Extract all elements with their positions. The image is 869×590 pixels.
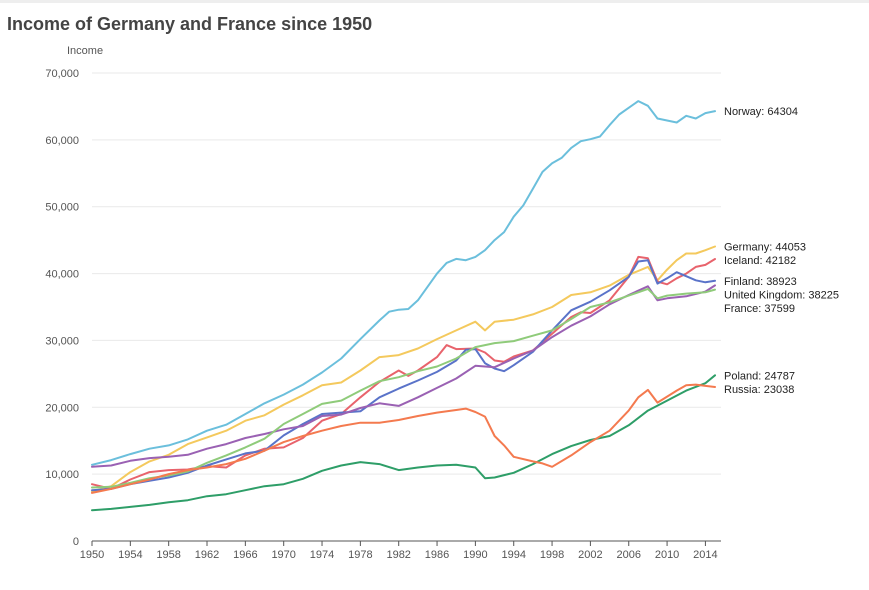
x-tick-label: 2006 <box>616 549 640 561</box>
end-label-united-kingdom: United Kingdom: 38225 <box>724 289 839 301</box>
x-tick-label: 1990 <box>463 549 487 561</box>
series-lines <box>91 100 716 512</box>
y-axis: 0 10,000 20,000 30,000 40,000 50,000 60,000 70,… <box>45 68 79 548</box>
y-tick-label: 10,000 <box>45 469 79 481</box>
top-border <box>0 0 869 3</box>
end-label-germany: Germany: 44053 <box>724 241 806 253</box>
x-tick-label: 1966 <box>233 549 257 561</box>
y-tick-label: 0 <box>73 536 79 548</box>
end-label-iceland: Iceland: 42182 <box>724 255 796 267</box>
series-line-france <box>91 287 716 489</box>
x-tick-label: 1954 <box>118 549 142 561</box>
x-tick-label: 1962 <box>195 549 219 561</box>
y-tick-label: 30,000 <box>45 335 79 347</box>
series-line-russia <box>91 383 716 494</box>
x-tick-label: 2002 <box>578 549 602 561</box>
y-axis-label: Income <box>67 45 103 57</box>
y-tick-label: 20,000 <box>45 402 79 414</box>
end-label-norway: Norway: 64304 <box>724 106 798 118</box>
x-tick-label: 1970 <box>271 549 295 561</box>
x-axis: 1950 1954 1958 1962 1966 1970 1974 1978 1982 1986… <box>80 540 721 561</box>
x-tick-label: 2010 <box>655 549 679 561</box>
y-tick-label: 50,000 <box>45 202 79 214</box>
x-tick-label: 1958 <box>156 549 180 561</box>
x-tick-label: 1950 <box>80 549 104 561</box>
y-tick-label: 40,000 <box>45 269 79 281</box>
x-tick-label: 1994 <box>501 549 525 561</box>
x-tick-label: 1982 <box>386 549 410 561</box>
series-line-poland <box>91 374 716 512</box>
series-line-finland <box>91 259 716 492</box>
chart-title: Income of Germany and France since 1950 <box>7 14 373 34</box>
series-line-norway <box>91 100 716 466</box>
series-line-united-kingdom <box>91 284 716 468</box>
x-tick-label: 2014 <box>693 549 717 561</box>
end-labels: Norway: 64304 Germany: 44053 Iceland: 4218… <box>724 106 839 396</box>
x-tick-label: 1986 <box>425 549 449 561</box>
x-tick-label: 1978 <box>348 549 372 561</box>
x-tick-label: 1974 <box>310 549 334 561</box>
y-tick-label: 70,000 <box>45 68 79 80</box>
end-label-finland: Finland: 38923 <box>724 276 797 288</box>
series-line-iceland <box>91 255 716 490</box>
end-label-france: France: 37599 <box>724 303 795 315</box>
end-label-russia: Russia: 23038 <box>724 384 794 396</box>
end-label-poland: Poland: 24787 <box>724 370 795 382</box>
y-tick-label: 60,000 <box>45 135 79 147</box>
x-tick-label: 1998 <box>540 549 564 561</box>
